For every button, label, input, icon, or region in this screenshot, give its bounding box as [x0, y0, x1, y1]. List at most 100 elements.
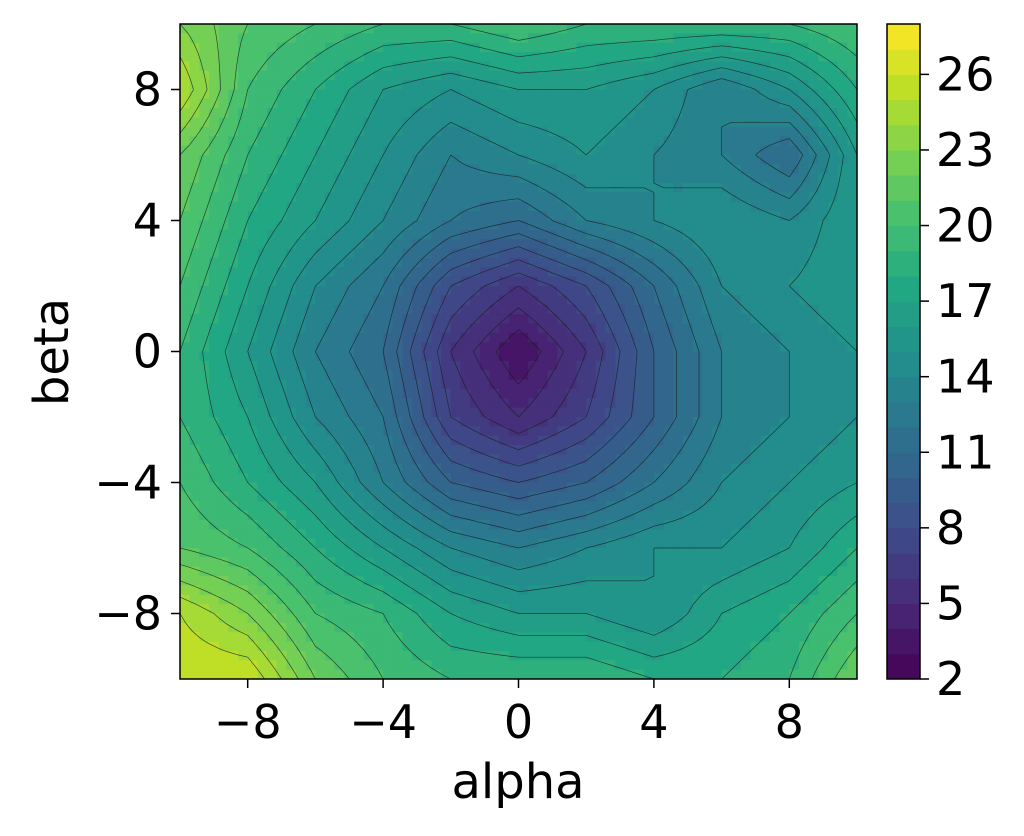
contour-cell — [798, 538, 810, 549]
contour-cell — [528, 576, 539, 587]
contour-cell — [180, 276, 191, 287]
contour-cell — [644, 585, 655, 596]
contour-cell — [557, 360, 568, 371]
contour-cell — [479, 473, 491, 484]
contour-cell — [576, 604, 587, 615]
contour-cell — [779, 52, 790, 63]
contour-cell — [363, 304, 375, 315]
contour-cell — [508, 557, 520, 568]
contour-cell — [663, 201, 674, 212]
contour-cell — [779, 398, 790, 409]
contour-cell — [518, 155, 529, 165]
contour-cell — [334, 632, 346, 643]
contour-cell — [644, 342, 655, 353]
contour-cell — [305, 379, 316, 390]
contour-cell — [305, 108, 316, 119]
contour-cell — [189, 267, 200, 278]
contour-cell — [566, 136, 578, 147]
contour-cell — [344, 463, 355, 474]
contour-cell — [441, 80, 452, 91]
contour-cell — [624, 519, 636, 530]
contour-cell — [228, 220, 239, 231]
contour-cell — [470, 164, 481, 175]
contour-cell — [257, 351, 268, 362]
contour-cell — [460, 388, 471, 399]
contour-cell — [847, 304, 857, 315]
contour-cell — [305, 70, 316, 81]
contour-cell — [673, 557, 684, 568]
contour-cell — [586, 117, 597, 128]
contour-cell — [721, 435, 732, 446]
contour-cell — [209, 126, 220, 137]
contour-cell — [682, 173, 694, 184]
contour-cell — [528, 145, 539, 156]
contour-cell — [682, 52, 694, 63]
contour-cell — [450, 435, 462, 446]
contour-cell — [383, 388, 394, 399]
contour-cell — [673, 426, 684, 437]
contour-cell — [228, 145, 239, 156]
contour-cell — [566, 201, 578, 212]
contour-cell — [711, 482, 723, 493]
contour-cell — [199, 445, 210, 456]
contour-cell — [789, 454, 800, 465]
contour-cell — [798, 108, 810, 119]
contour-cell — [847, 239, 857, 250]
contour-cell — [267, 388, 278, 399]
contour-cell — [402, 529, 413, 540]
contour-cell — [586, 604, 597, 615]
contour-cell — [499, 61, 510, 72]
contour-cell — [731, 136, 742, 147]
contour-cell — [276, 473, 287, 484]
contour-cell — [421, 482, 433, 493]
contour-cell — [373, 80, 384, 91]
contour-cell — [199, 388, 210, 399]
contour-cell — [228, 370, 239, 381]
contour-cell — [769, 164, 781, 175]
contour-cell — [402, 229, 413, 240]
contour-cell — [653, 491, 665, 502]
contour-cell — [789, 463, 800, 474]
contour-cell — [779, 108, 790, 119]
contour-cell — [518, 314, 529, 325]
contour-cell — [257, 248, 268, 259]
contour-cell — [479, 80, 491, 91]
contour-cell — [576, 519, 587, 530]
contour-cell — [760, 435, 771, 446]
contour-cell — [228, 650, 239, 661]
contour-cell — [837, 192, 848, 203]
contour-cell — [586, 108, 597, 119]
contour-cell — [779, 435, 790, 446]
contour-cell — [199, 622, 210, 633]
contour-cell — [595, 548, 607, 558]
contour-cell — [373, 669, 384, 679]
contour-cell — [189, 89, 200, 100]
contour-cell — [489, 576, 500, 587]
contour-cell — [267, 632, 278, 643]
contour-cell — [653, 482, 665, 493]
contour-cell — [199, 351, 210, 362]
contour-cell — [702, 173, 713, 184]
contour-line — [348, 138, 804, 532]
contour-cell — [528, 388, 539, 399]
contour-cell — [789, 519, 800, 530]
contour-cell — [663, 388, 674, 399]
contour-cell — [199, 314, 210, 325]
contour-cell — [199, 61, 210, 72]
contour-cell — [750, 463, 761, 474]
contour-cell — [653, 126, 665, 137]
contour-cell — [499, 192, 510, 203]
contour-cell — [402, 108, 413, 119]
contour-cell — [702, 632, 713, 643]
contour-cell — [818, 248, 829, 259]
contour-cell — [363, 576, 375, 587]
contour-cell — [557, 548, 568, 558]
contour-cell — [518, 632, 529, 643]
contour-cell — [247, 70, 258, 81]
contour-cell — [615, 660, 626, 671]
contour-cell — [740, 192, 752, 203]
contour-cell — [750, 257, 761, 268]
contour-cell — [779, 126, 790, 137]
colorbar-tick-label: 20 — [936, 199, 995, 253]
contour-cell — [750, 89, 761, 100]
